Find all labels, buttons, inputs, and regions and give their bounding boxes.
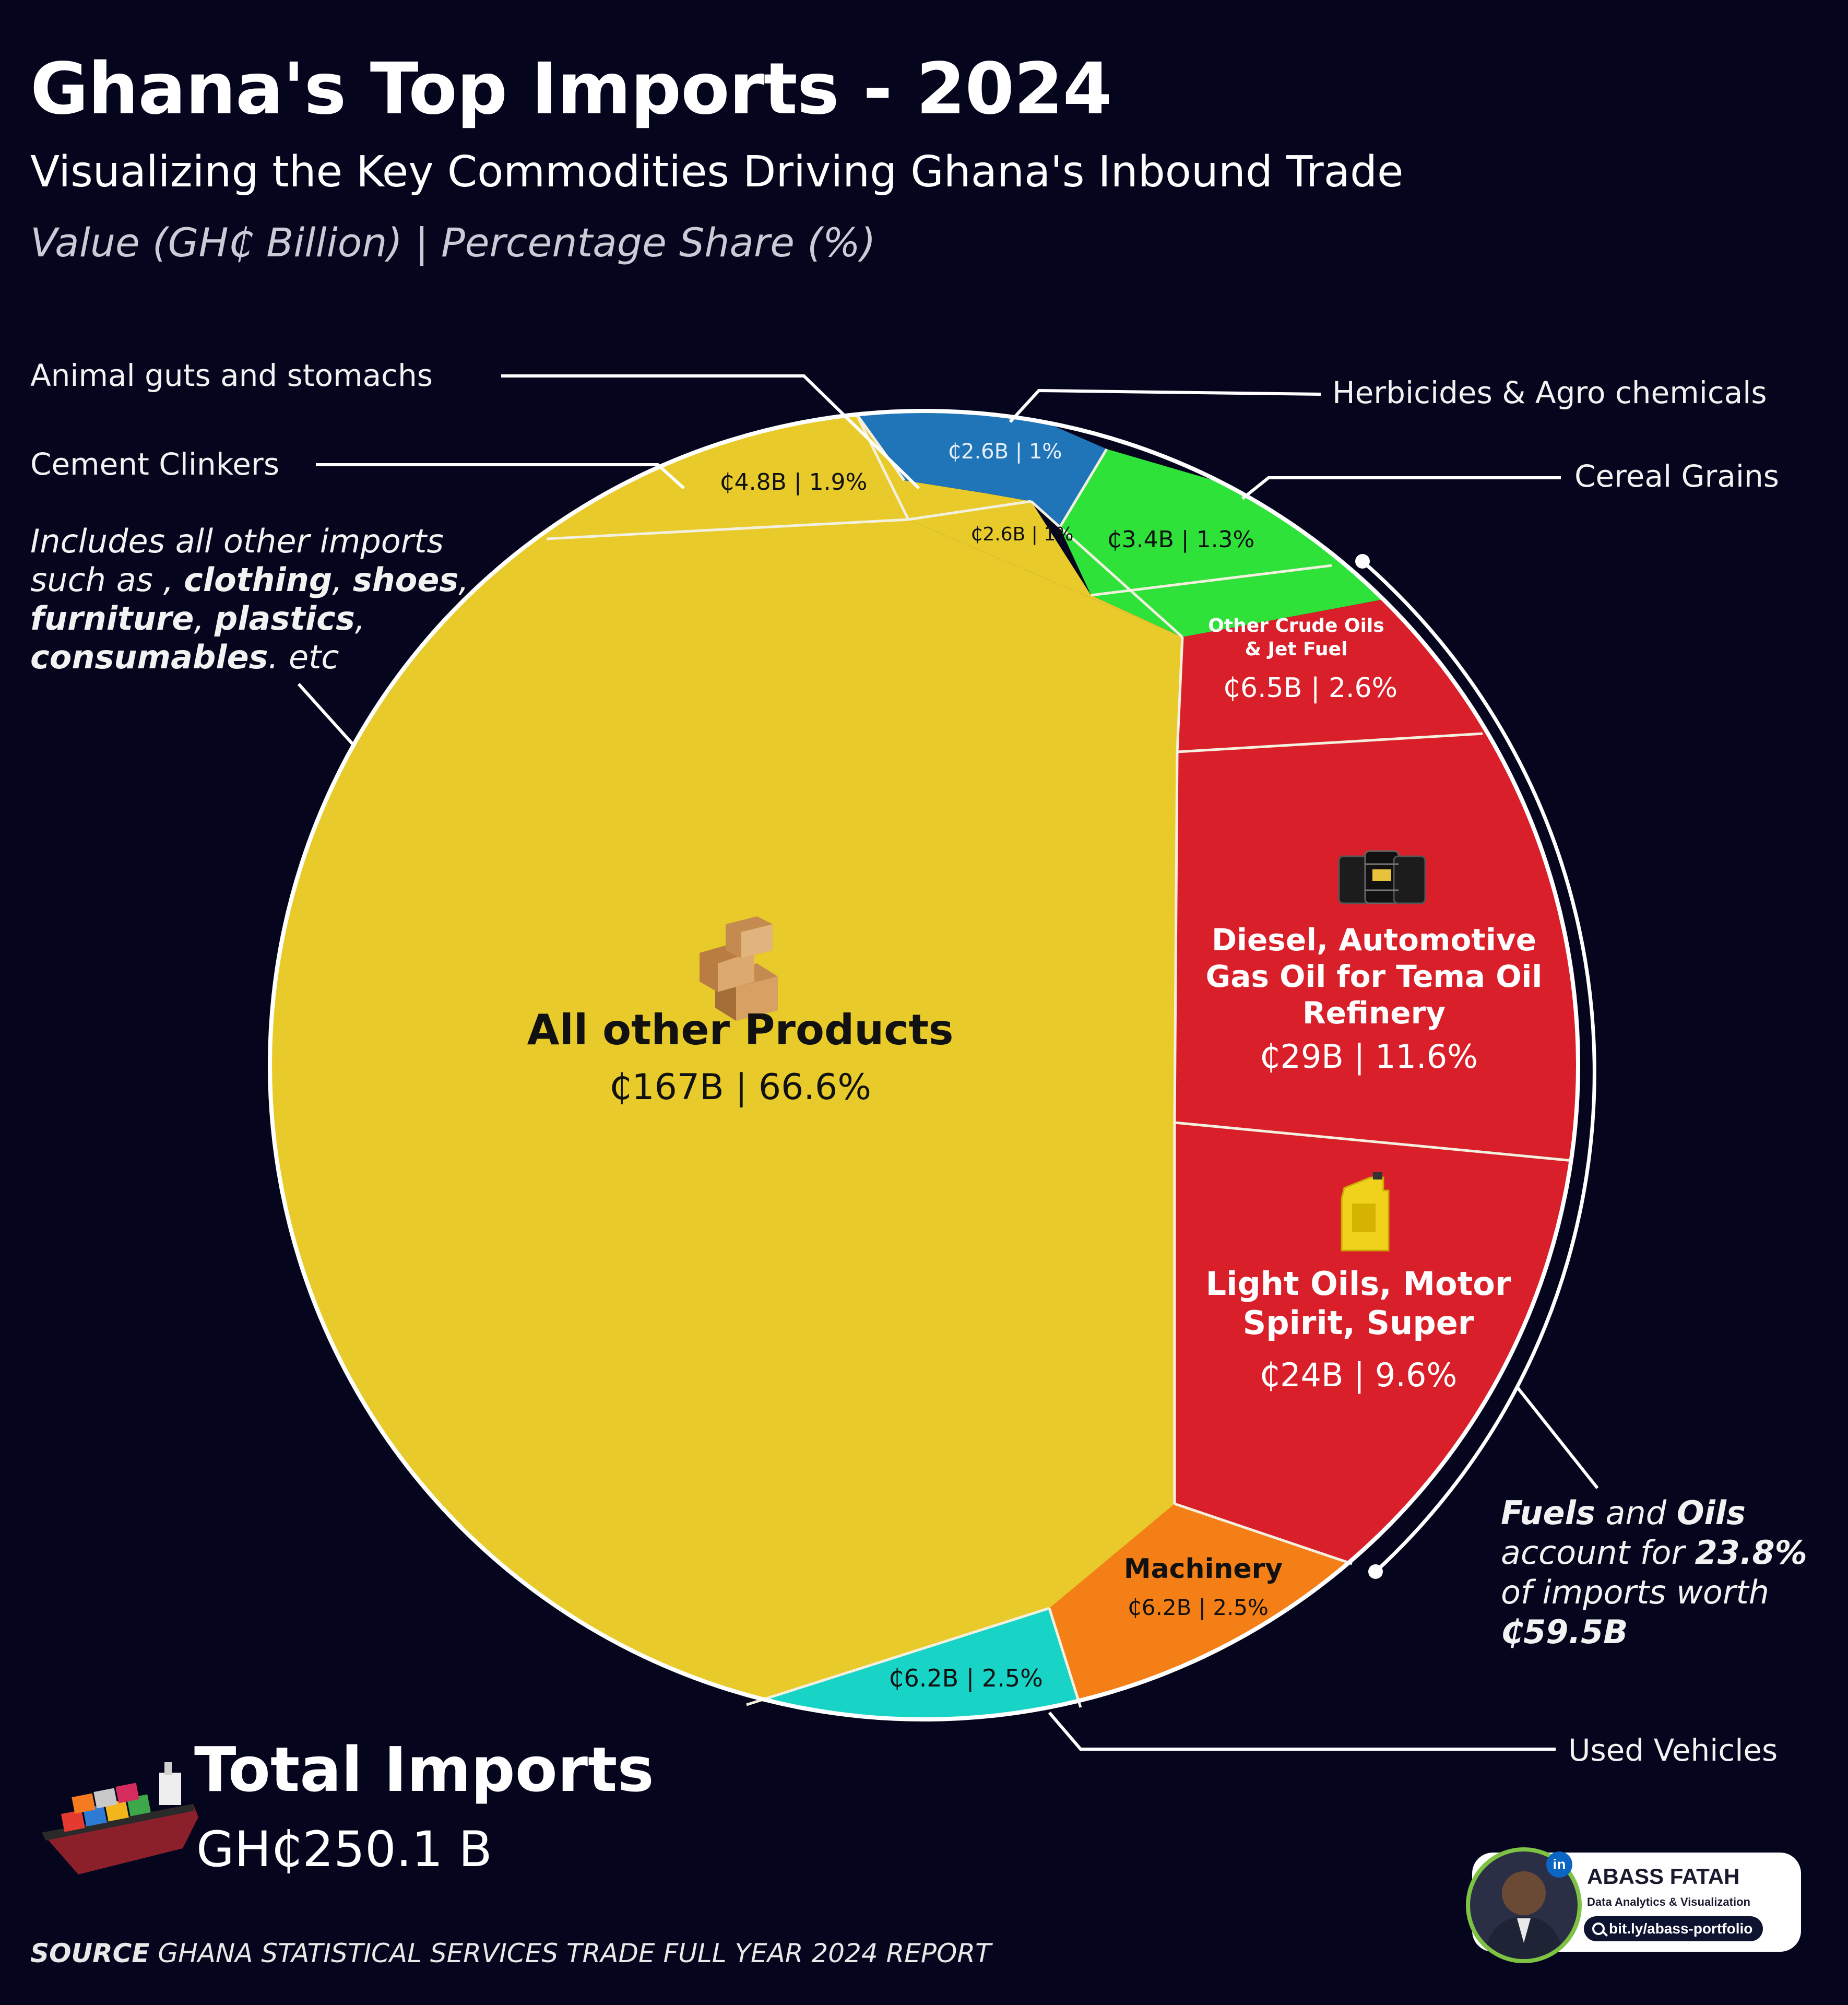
leader-used-vehicles	[1048, 1712, 1556, 1751]
label-light-line2: Spirit, Super	[1243, 1304, 1474, 1342]
source-text: GHANA STATISTICAL SERVICES TRADE FULL YE…	[149, 1938, 991, 1968]
note-comma: ,	[332, 561, 342, 599]
note-shoes: shoes	[352, 561, 459, 599]
leader-cement	[316, 463, 685, 490]
fuel-bracket-arc	[1361, 560, 1596, 1573]
label-light-value: ₵24B | 9.6%	[1260, 1356, 1458, 1395]
note-clothing: clothing	[184, 561, 333, 599]
note-comma: ,	[354, 599, 365, 638]
note-furniture: furniture	[30, 599, 194, 638]
leader-lines	[297, 374, 1599, 1751]
label-crude-line1: Other Crude Oils	[1208, 615, 1384, 636]
label-other-value: ₵167B | 66.6%	[609, 1067, 871, 1108]
portfolio-link[interactable]: bit.ly/abass-portfolio	[1584, 1916, 1763, 1941]
fuel-bracket-dot-bottom	[1368, 1564, 1383, 1579]
slice-used-vehicles	[626, 1608, 1122, 1719]
fuel-note-pct: 23.8%	[1695, 1534, 1807, 1572]
label-crude-line2: & Jet Fuel	[1245, 639, 1348, 660]
label-used-vehicles-value: ₵6.2B | 2.5%	[889, 1664, 1043, 1693]
note-tail: . etc	[268, 638, 339, 676]
label-light-line1: Light Oils, Motor	[1206, 1265, 1511, 1303]
slice-cereal-grains	[1060, 449, 1462, 637]
leader-other-note	[297, 682, 357, 748]
portfolio-link-text: bit.ly/abass-portfolio	[1609, 1920, 1753, 1937]
label-herbicides: Herbicides & Agro chemicals	[1332, 375, 1767, 410]
linkedin-icon[interactable]: in	[1546, 1851, 1572, 1878]
oil-barrels-icon	[1338, 850, 1426, 904]
label-machinery-name: Machinery	[1124, 1553, 1283, 1585]
page-title: Ghana's Top Imports - 2024	[30, 48, 1112, 131]
label-cement-clinkers: Cement Clinkers	[30, 446, 280, 482]
fuel-note-oils: Oils	[1676, 1494, 1746, 1532]
pie-slices	[270, 411, 1578, 1719]
fuel-note-worth: ₵59.5B	[1501, 1613, 1628, 1651]
label-crude-value: ₵6.5B | 2.6%	[1223, 673, 1397, 704]
slice-cement-clinkers	[522, 414, 908, 539]
slice-light-oils	[1175, 1123, 1578, 1564]
note-comma: ,	[458, 561, 469, 599]
leader-fuel-note	[1515, 1385, 1599, 1489]
author-role: Data Analytics & Visualization	[1587, 1895, 1750, 1908]
leader-herbicides	[1009, 388, 1321, 423]
fuel-bracket-dot-top	[1355, 554, 1370, 569]
cargo-ship-icon	[42, 1762, 198, 1874]
leader-animal-guts	[501, 374, 920, 490]
label-diesel-line2: Gas Oil for Tema Oil	[1206, 959, 1543, 994]
note-consumables: consumables	[30, 638, 268, 676]
fuel-jerrycan-icon	[1341, 1172, 1390, 1252]
source-footnote: SOURCE GHANA STATISTICAL SERVICES TRADE …	[30, 1938, 991, 1968]
slice-herbicides	[856, 411, 1107, 527]
label-diesel-line3: Refinery	[1302, 995, 1446, 1031]
page-subtitle: Visualizing the Key Commodities Driving …	[30, 147, 1404, 197]
label-diesel-value: ₵29B | 11.6%	[1260, 1037, 1478, 1076]
label-animal-guts: Animal guts and stomachs	[30, 358, 433, 393]
boxes-icon	[700, 916, 778, 1021]
note-comma: ,	[194, 599, 205, 638]
fuel-note-fuels: Fuels	[1501, 1494, 1595, 1532]
total-imports-title: Total Imports	[194, 1733, 654, 1806]
note-plastics: plastics	[214, 599, 355, 638]
pie-outline	[268, 409, 1580, 1721]
search-icon	[1592, 1923, 1605, 1935]
label-animal-value: ₵2.6B | 1%	[971, 524, 1074, 545]
label-diesel-line1: Diesel, Automotive	[1212, 922, 1536, 958]
fuel-note-of: of imports worth	[1501, 1573, 1769, 1611]
author-name: ABASS FATAH	[1587, 1864, 1740, 1889]
label-cereal-grains: Cereal Grains	[1574, 458, 1779, 494]
label-other-title: All other Products	[527, 1006, 954, 1054]
fuel-oils-note: Fuels and Oils account for 23.8% of impo…	[1501, 1493, 1825, 1652]
avatar-silhouette	[1483, 1871, 1565, 1959]
slice-borders	[546, 412, 1573, 1708]
fuel-note-and: and	[1595, 1494, 1677, 1532]
source-label: SOURCE	[30, 1938, 150, 1968]
slice-diesel	[1175, 731, 1578, 1159]
label-machinery-value: ₵6.2B | 2.5%	[1128, 1595, 1269, 1620]
fuel-note-account: account for	[1501, 1534, 1695, 1572]
slice-labels: All other Products ₵167B | 66.6% Diesel,…	[527, 440, 1543, 1693]
label-cereal-value: ₵3.4B | 1.3%	[1107, 526, 1255, 553]
note-line1: Includes all other imports	[30, 522, 444, 560]
units-caption: Value (GH₵ Billion) | Percentage Share (…	[30, 219, 876, 266]
label-cement-value: ₵4.8B | 1.9%	[720, 469, 868, 496]
leader-cereal	[1241, 476, 1561, 500]
label-used-vehicles: Used Vehicles	[1568, 1732, 1778, 1768]
label-herbicides-value: ₵2.6B | 1%	[948, 440, 1062, 464]
slice-animal-guts	[904, 480, 1182, 637]
other-imports-note: Includes all other imports such as , clo…	[30, 522, 500, 677]
note-line2-prefix: such as ,	[30, 561, 184, 599]
total-imports-value: GH₵250.1 B	[196, 1821, 492, 1878]
